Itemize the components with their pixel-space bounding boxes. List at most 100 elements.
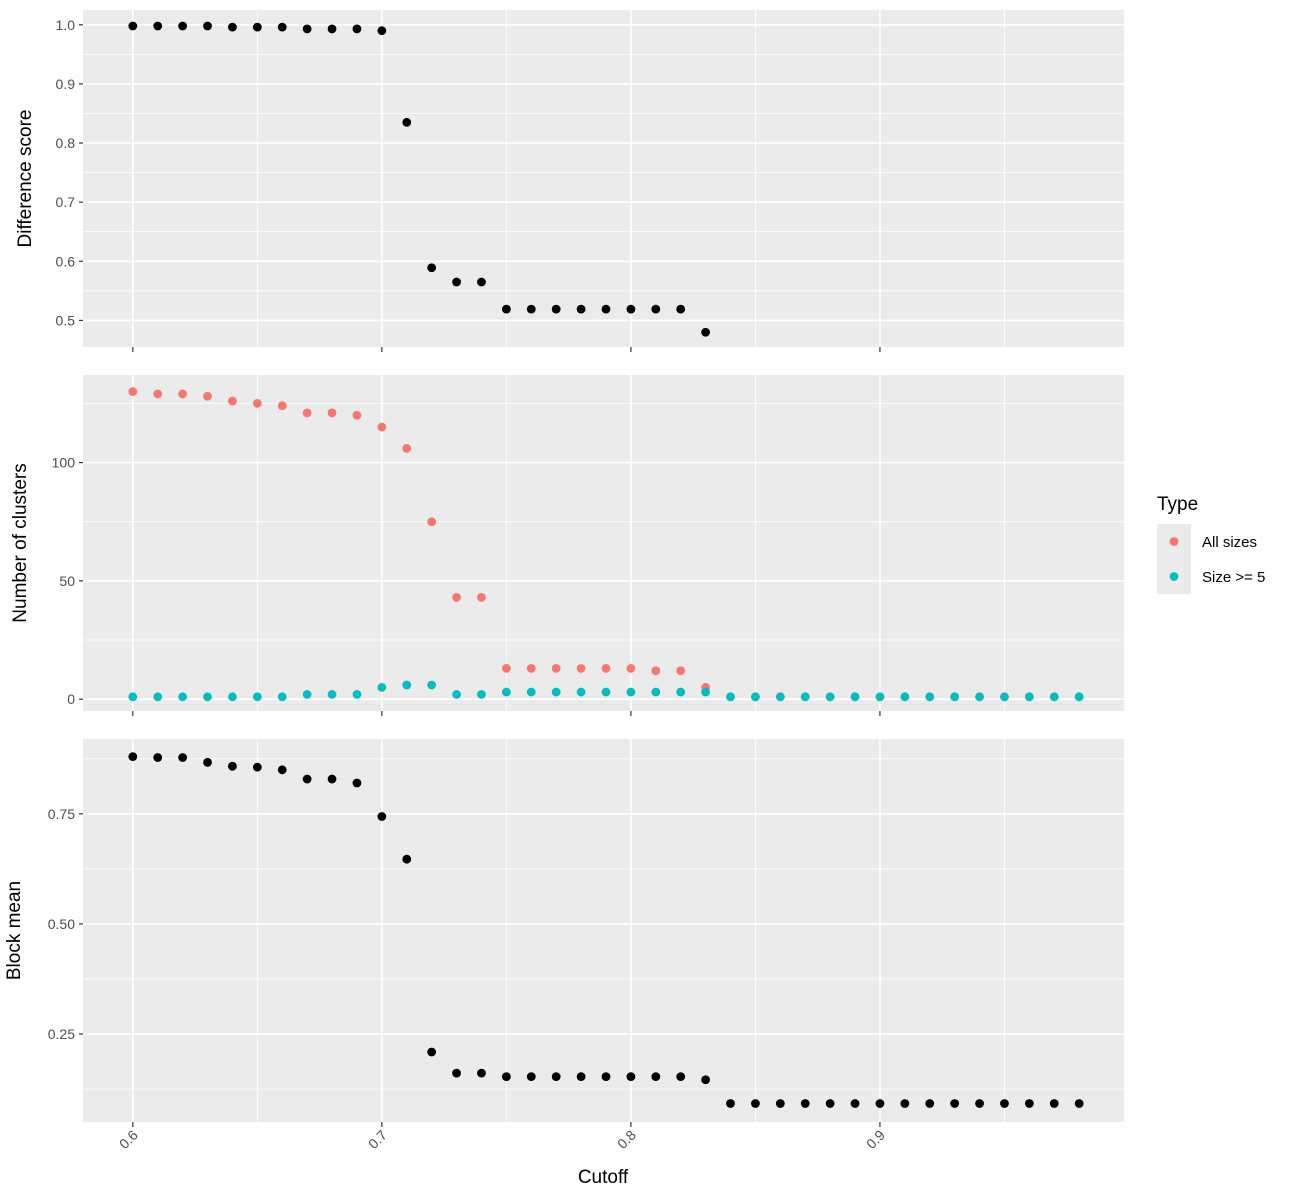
data-point xyxy=(975,1099,984,1108)
legend-title: Type xyxy=(1157,494,1198,515)
data-point xyxy=(1024,692,1034,702)
y-tick-label: 0.25 xyxy=(48,1026,75,1042)
data-point xyxy=(377,812,387,821)
series-points xyxy=(128,752,1084,1108)
data-point xyxy=(925,1099,935,1108)
data-point xyxy=(252,762,262,772)
data-point xyxy=(302,24,312,34)
data-point xyxy=(601,664,611,673)
data-point xyxy=(975,692,984,702)
data-point xyxy=(153,389,163,399)
y-tick-label: 0.6 xyxy=(56,253,76,269)
data-point xyxy=(452,1068,461,1078)
data-point xyxy=(402,854,412,864)
y-tick-label: 0 xyxy=(67,691,75,707)
data-point xyxy=(651,1072,661,1082)
data-point xyxy=(477,277,486,287)
data-point xyxy=(277,401,287,411)
data-point xyxy=(352,410,362,420)
x-tick-label: 0.8 xyxy=(614,1127,639,1152)
data-point xyxy=(1049,692,1059,702)
data-point xyxy=(128,387,138,396)
data-point xyxy=(800,692,810,702)
data-point xyxy=(526,664,536,673)
x-tick-label: 0.7 xyxy=(365,1127,390,1152)
data-point xyxy=(800,1099,810,1108)
data-point xyxy=(477,690,486,699)
panel-background xyxy=(83,10,1124,347)
legend-entries: All sizes Size >= 5 xyxy=(1157,524,1265,594)
data-point xyxy=(203,391,212,401)
series-points xyxy=(128,680,1084,702)
data-point xyxy=(277,22,287,32)
data-point xyxy=(875,1099,885,1108)
data-point xyxy=(825,1099,835,1108)
data-point xyxy=(726,692,735,702)
data-point xyxy=(751,1099,760,1108)
data-point xyxy=(576,687,586,697)
data-point xyxy=(900,692,910,702)
data-point xyxy=(551,1072,561,1082)
y-tick-label: 0.75 xyxy=(48,806,75,822)
data-point xyxy=(701,1075,711,1085)
data-point xyxy=(128,752,138,762)
data-point xyxy=(676,687,686,697)
data-point xyxy=(526,687,536,697)
data-point xyxy=(601,687,611,697)
data-point xyxy=(128,21,138,31)
data-point xyxy=(501,304,511,314)
data-point xyxy=(153,21,163,31)
data-point xyxy=(875,692,885,702)
x-axis-title: Cutoff xyxy=(578,1167,629,1188)
y-tick-label: 0.7 xyxy=(56,194,76,210)
legend-label: All sizes xyxy=(1202,534,1257,551)
x-tick-label: 0.6 xyxy=(116,1127,141,1152)
data-point xyxy=(825,692,835,702)
data-point xyxy=(327,690,337,699)
data-point xyxy=(950,692,960,702)
data-point xyxy=(676,1072,686,1082)
data-point xyxy=(850,1099,860,1108)
legend-label: Size >= 5 xyxy=(1202,569,1265,586)
data-point xyxy=(452,690,461,699)
y-tick-label: 0.8 xyxy=(56,135,76,151)
data-point xyxy=(701,327,711,337)
data-point xyxy=(452,277,461,287)
data-point xyxy=(501,664,511,673)
data-point xyxy=(377,422,387,432)
legend: Type All sizes Size >= 5 xyxy=(1157,494,1265,594)
data-point xyxy=(526,304,536,314)
data-point xyxy=(626,304,636,314)
data-point xyxy=(477,593,486,602)
data-point xyxy=(551,664,561,673)
data-point xyxy=(1024,1099,1034,1108)
data-point xyxy=(1000,1099,1009,1108)
panels-layer: 0.5 0.6 0.7 0.8 0.9 1.0 Difference score 0 50 100… xyxy=(4,10,1124,1152)
series-points xyxy=(128,21,711,337)
data-point xyxy=(252,398,262,408)
y-tick-label: 0.50 xyxy=(48,916,75,932)
y-tick-label: 0.9 xyxy=(56,76,76,92)
data-point xyxy=(427,517,437,527)
y-tick-label: 50 xyxy=(59,573,75,589)
data-point xyxy=(726,1099,735,1108)
data-point xyxy=(576,1072,586,1082)
data-point xyxy=(352,24,362,34)
data-point xyxy=(277,765,287,775)
data-point xyxy=(651,304,661,314)
data-point xyxy=(676,304,686,314)
data-point xyxy=(501,687,511,697)
data-point xyxy=(178,389,188,399)
data-point xyxy=(626,664,636,673)
legend-key-point xyxy=(1169,572,1179,581)
data-point xyxy=(302,690,312,699)
y-axis-title: Block mean xyxy=(4,881,25,980)
data-point xyxy=(427,263,437,273)
data-point xyxy=(452,593,461,602)
data-point xyxy=(850,692,860,702)
data-point xyxy=(377,26,387,36)
data-point xyxy=(252,22,262,32)
data-point xyxy=(178,692,188,702)
data-point xyxy=(701,687,711,697)
